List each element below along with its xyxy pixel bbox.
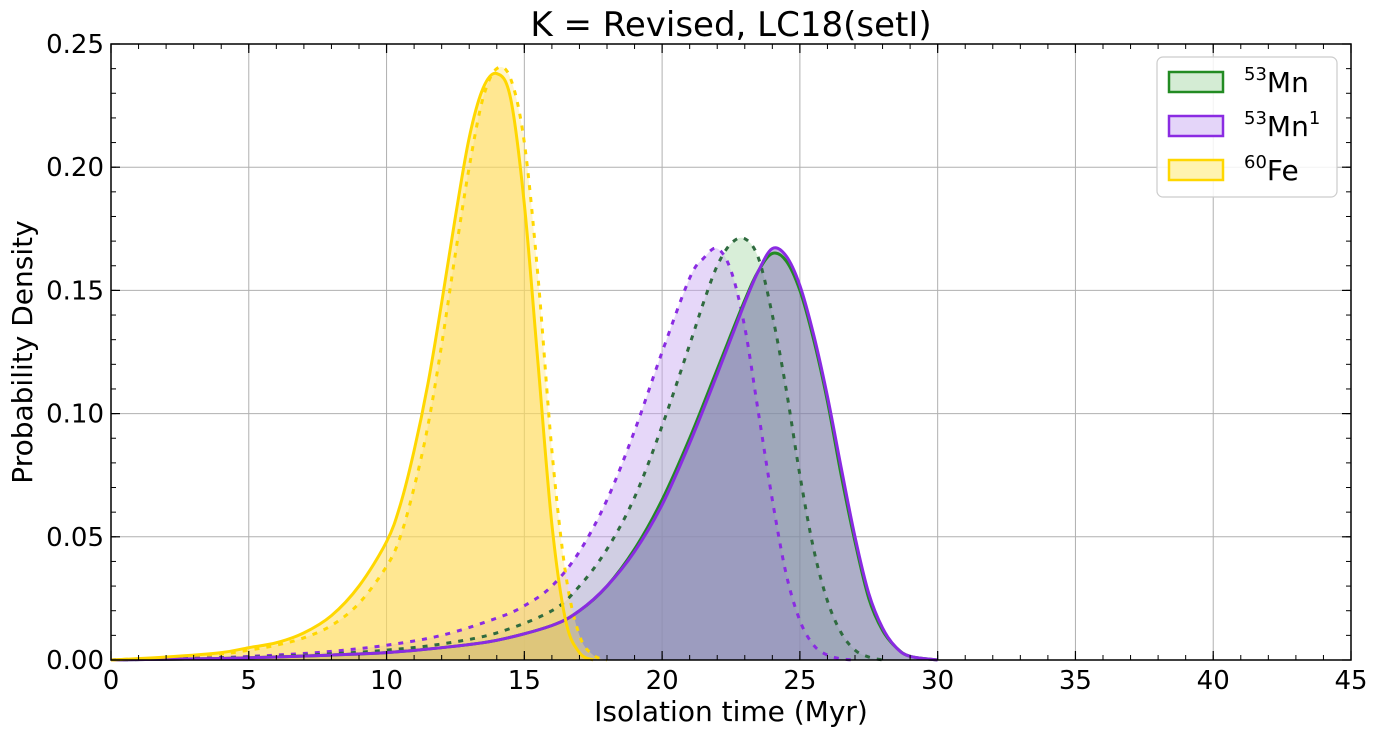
series-fill-53mn — [111, 252, 938, 660]
series-fill-53mn-dashed- — [111, 237, 883, 660]
x-tick-label: 45 — [1334, 666, 1367, 696]
x-tick-label: 40 — [1197, 666, 1230, 696]
legend-label: 53Mn — [1244, 64, 1309, 99]
x-tick-label: 25 — [783, 666, 816, 696]
series-line-53mn-dashed- — [110, 236, 883, 662]
x-tick-label: 15 — [508, 666, 541, 696]
x-tick-label: 0 — [103, 666, 120, 696]
y-tick-label: 0.00 — [46, 646, 104, 676]
series-fill-53mn1-dashed- — [111, 248, 855, 660]
series-fill-60fe — [111, 73, 594, 661]
tick-labels: 0 5 10 15 20 25 30 35 40 45 0.00 0.05 0.10 0.15 0.20 0.… — [46, 30, 1367, 696]
legend-swatch — [1167, 70, 1225, 94]
y-tick-label: 0.10 — [46, 400, 104, 430]
series-line-60fe-dashed- — [110, 65, 608, 662]
series-fill-60fe-dashed- — [111, 66, 607, 661]
x-tick-label: 10 — [370, 666, 403, 696]
legend-label: 60Fe — [1244, 152, 1299, 187]
y-tick-label: 0.20 — [46, 153, 104, 183]
legend-items: 53Mn 53Mn1 60Fe — [1167, 64, 1320, 187]
legend-swatch — [1167, 158, 1225, 182]
x-tick-label: 5 — [241, 666, 258, 696]
series-fills — [111, 66, 938, 661]
y-tick-label: 0.05 — [46, 523, 104, 553]
y-tick-label: 0.25 — [46, 30, 104, 60]
series-line-53mn1 — [110, 246, 938, 662]
axis-ticks — [110, 43, 1352, 661]
x-axis-label: Isolation time (Myr) — [594, 695, 868, 728]
plot-frame — [110, 43, 1352, 661]
y-tick-label: 0.15 — [46, 276, 104, 306]
x-tick-label: 35 — [1059, 666, 1092, 696]
y-axis-label: Probability Density — [6, 220, 39, 483]
legend: 53Mn 53Mn1 60Fe — [1156, 56, 1338, 198]
legend-label: 53Mn1 — [1244, 108, 1320, 143]
x-tick-label: 30 — [921, 666, 954, 696]
series-lines — [110, 65, 938, 662]
series-fill-53mn1 — [111, 247, 938, 660]
chart-title: K = Revised, LC18(setI) — [530, 5, 931, 45]
series-line-60fe — [110, 71, 594, 662]
legend-swatch — [1167, 114, 1225, 138]
x-tick-label: 20 — [646, 666, 679, 696]
